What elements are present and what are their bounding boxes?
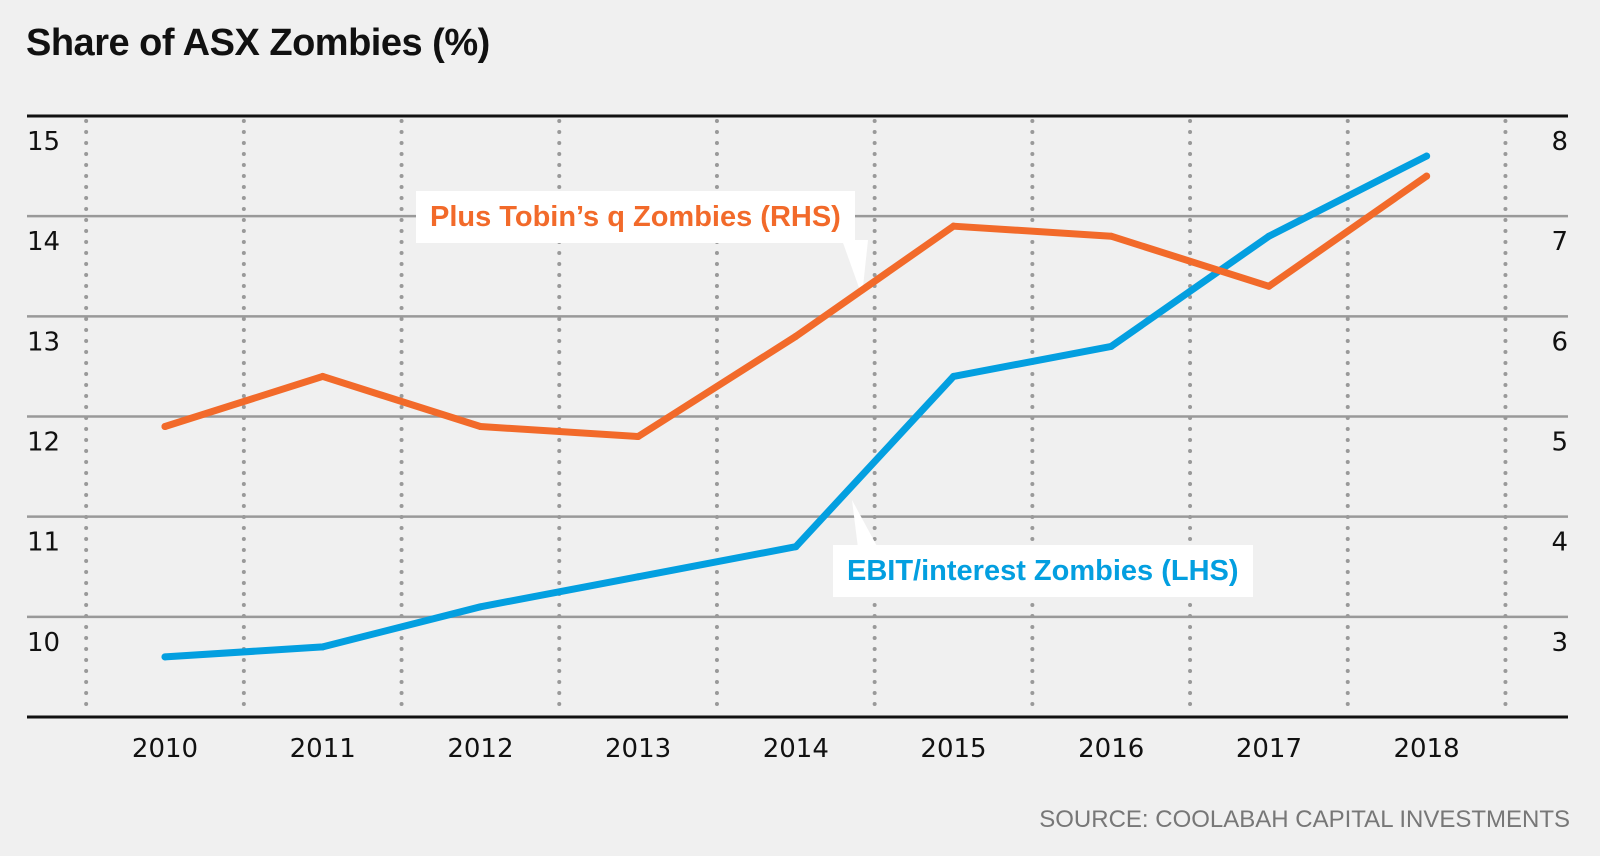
data-point [1107, 232, 1115, 240]
data-point [1107, 342, 1115, 350]
y-right-tick: 7 [1551, 227, 1568, 257]
label-pointer [852, 500, 878, 548]
x-tick: 2014 [763, 734, 829, 764]
y-left-tick: 10 [27, 628, 60, 658]
y-left-tick: 11 [27, 528, 60, 558]
data-point [1265, 232, 1273, 240]
y-left-tick: 14 [27, 227, 60, 257]
data-point [950, 372, 957, 380]
x-tick: 2017 [1236, 734, 1302, 764]
y-right-tick: 6 [1551, 327, 1568, 357]
data-point [792, 543, 800, 551]
data-point [476, 423, 484, 431]
data-point [161, 423, 169, 431]
y-left-tick: 13 [27, 327, 60, 357]
data-point [792, 332, 800, 340]
data-point [1423, 152, 1431, 160]
data-point [1423, 172, 1431, 180]
x-tick: 2015 [920, 734, 986, 764]
y-right-tick: 5 [1551, 428, 1568, 458]
x-tick: 2010 [132, 734, 198, 764]
y-left-tick: 15 [27, 127, 60, 157]
data-point [319, 643, 327, 651]
x-tick: 2016 [1078, 734, 1144, 764]
data-point [161, 653, 169, 661]
x-tick: 2013 [605, 734, 671, 764]
y-left-tick: 12 [27, 428, 60, 458]
x-tick: 2011 [290, 734, 356, 764]
x-tick: 2018 [1394, 734, 1460, 764]
y-right-tick: 8 [1551, 127, 1568, 157]
y-right-tick: 3 [1551, 628, 1568, 658]
chart-title: Share of ASX Zombies (%) [26, 22, 490, 64]
data-point [950, 222, 957, 230]
series-label-ebit-interest: EBIT/interest Zombies (LHS) [833, 545, 1253, 597]
y-right-tick: 4 [1551, 528, 1568, 558]
series-label-tobins-q: Plus Tobin’s q Zombies (RHS) [416, 191, 855, 243]
source-note: SOURCE: COOLABAH CAPITAL INVESTMENTS [1039, 806, 1570, 833]
label-pointer [842, 240, 868, 296]
x-tick: 2012 [447, 734, 513, 764]
data-point [634, 573, 642, 581]
data-point [1265, 282, 1273, 290]
data-point [319, 372, 327, 380]
data-point [476, 603, 484, 611]
data-point [634, 433, 642, 441]
